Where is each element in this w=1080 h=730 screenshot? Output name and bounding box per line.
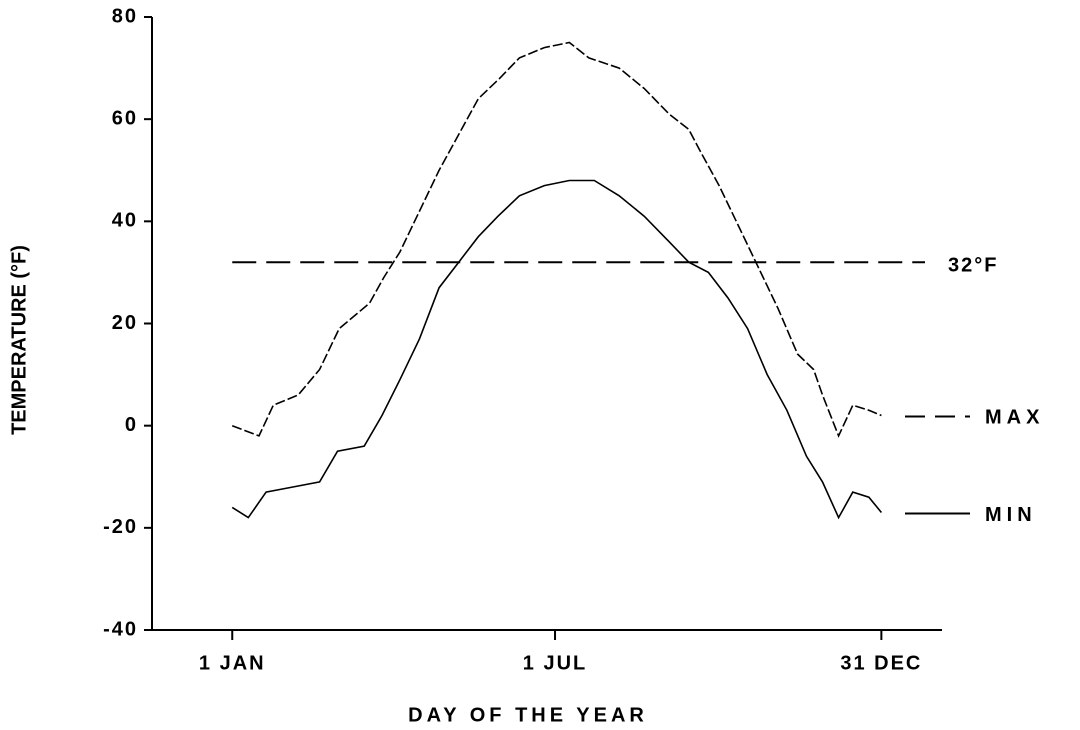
- y-axis-label: TEMPERATURE (°F): [8, 245, 30, 435]
- y-tick-label: -40: [103, 618, 138, 640]
- x-tick-label: 31 DEC: [840, 652, 922, 674]
- x-axis-label: DAY OF THE YEAR: [408, 704, 648, 726]
- y-tick-label: 80: [112, 5, 138, 27]
- legend-label: MAX: [985, 407, 1044, 429]
- x-tick-label: 1 JUL: [523, 652, 587, 674]
- reference-label: 32°F: [948, 254, 998, 276]
- legend-label: MIN: [985, 504, 1037, 526]
- y-tick-label: 40: [112, 210, 138, 232]
- x-tick-label: 1 JAN: [199, 652, 266, 674]
- y-tick-label: 0: [125, 414, 138, 436]
- y-tick-label: -20: [103, 516, 138, 538]
- series-line: [231, 179, 883, 520]
- y-tick-label: 60: [112, 107, 138, 129]
- series-line: [231, 41, 882, 438]
- y-tick-label: 20: [112, 312, 138, 334]
